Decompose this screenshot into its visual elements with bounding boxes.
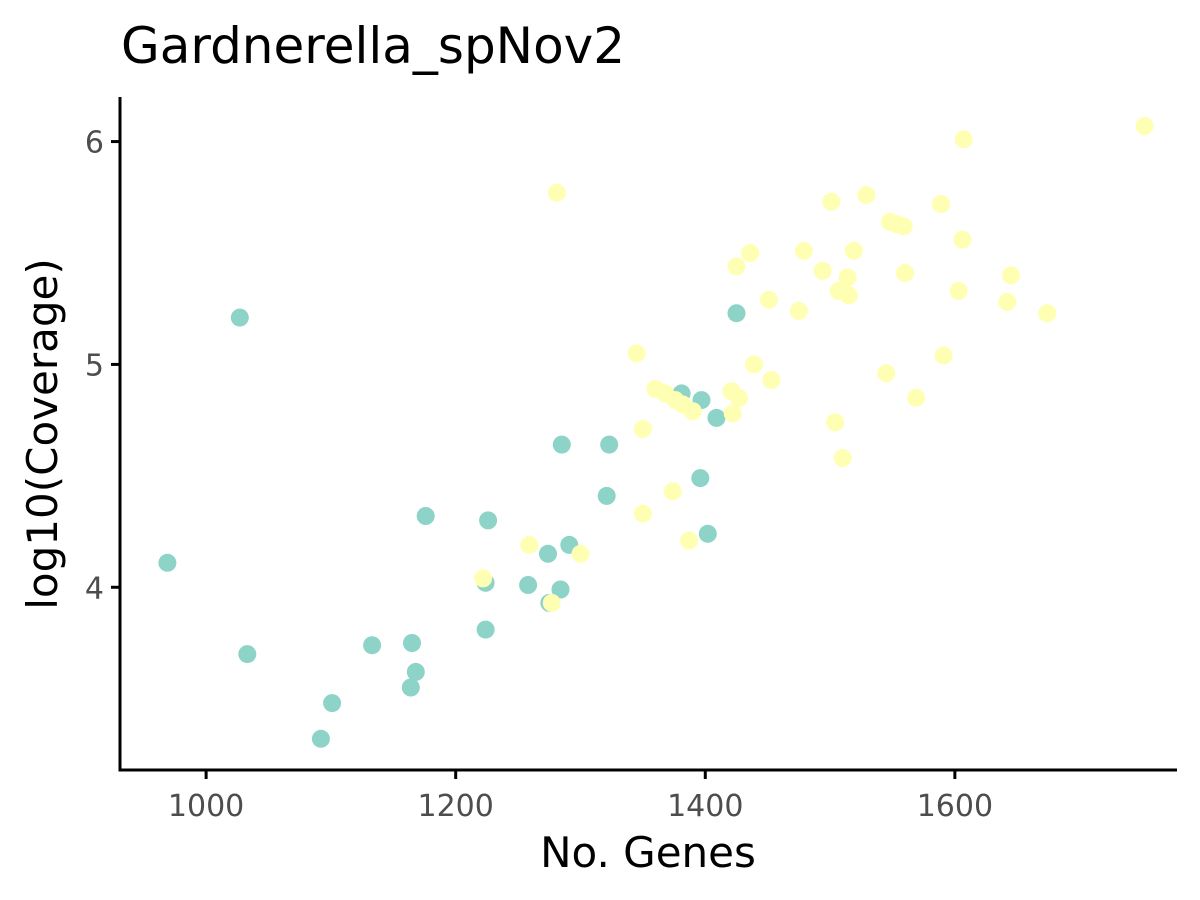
x-axis-title: No. Genes: [540, 828, 756, 877]
data-point-group-2: [839, 286, 858, 305]
data-point-group-2: [759, 290, 778, 309]
y-tick-label: 4: [85, 571, 104, 606]
data-point-group-2: [571, 544, 590, 563]
data-point-group-2: [723, 404, 742, 423]
y-tick-label: 6: [85, 126, 104, 161]
data-point-group-1: [476, 620, 495, 639]
data-point-group-2: [794, 241, 813, 260]
x-tick-label: 1000: [168, 789, 244, 824]
data-point-group-2: [822, 192, 841, 211]
data-point-group-1: [323, 694, 342, 713]
data-point-group-1: [416, 507, 435, 525]
data-point-group-2: [838, 268, 857, 287]
data-point-group-2: [627, 344, 646, 363]
data-point-group-2: [745, 355, 763, 374]
data-point-group-2: [520, 535, 539, 554]
data-point-group-2: [727, 257, 746, 276]
data-point-group-1: [519, 576, 538, 594]
data-point-group-2: [907, 388, 926, 407]
data-point-group-1: [158, 553, 177, 572]
data-point-group-1: [311, 729, 330, 748]
y-axis-title: log10(Coverage): [18, 258, 67, 609]
data-point-group-2: [877, 364, 896, 383]
data-point-group-2: [813, 261, 832, 280]
chart-title: Gardnerella_spNov2: [121, 17, 625, 75]
data-point-group-1: [551, 580, 570, 599]
data-point-group-2: [954, 130, 973, 149]
data-point-group-2: [663, 482, 682, 501]
data-point-group-2: [633, 420, 652, 438]
data-point-group-1: [552, 435, 571, 454]
points-layer: [158, 117, 1154, 748]
data-point-group-1: [230, 308, 249, 327]
data-point-group-2: [474, 569, 493, 588]
data-point-group-1: [403, 634, 421, 652]
data-point-group-2: [932, 195, 951, 213]
data-point-group-2: [741, 244, 760, 262]
x-tick-label: 1200: [418, 789, 494, 824]
data-point-group-2: [998, 293, 1017, 311]
data-point-group-1: [600, 435, 619, 454]
data-point-group-2: [857, 186, 876, 205]
data-point-group-2: [680, 531, 699, 550]
y-tick-label: 5: [85, 348, 104, 383]
data-point-group-2: [730, 388, 748, 407]
data-point-group-2: [762, 371, 781, 389]
data-point-group-2: [683, 402, 702, 421]
data-point-group-2: [844, 241, 863, 260]
data-point-group-1: [727, 304, 746, 323]
data-point-group-2: [547, 183, 566, 202]
ticks-layer: 1000 1200 1400 1600 4 5 6: [85, 126, 993, 824]
x-tick-label: 1400: [667, 789, 743, 824]
data-point-group-1: [691, 469, 710, 488]
data-point-group-1: [238, 645, 257, 664]
data-point-group-2: [789, 301, 808, 320]
data-point-group-2: [949, 281, 968, 300]
data-point-group-2: [934, 346, 953, 365]
data-point-group-2: [833, 449, 852, 467]
data-point-group-2: [633, 504, 652, 523]
data-point-group-2: [542, 593, 561, 612]
x-tick-label: 1600: [917, 789, 993, 824]
data-point-group-1: [406, 662, 425, 681]
data-point-group-1: [707, 408, 726, 427]
data-point-group-1: [479, 511, 498, 530]
data-point-group-2: [1038, 304, 1057, 323]
data-point-group-2: [826, 413, 845, 432]
data-point-group-1: [698, 524, 717, 543]
data-point-group-2: [1135, 117, 1154, 135]
data-point-group-2: [1002, 266, 1020, 285]
data-point-group-1: [363, 636, 382, 655]
data-point-group-2: [953, 230, 972, 249]
data-point-group-2: [894, 217, 913, 236]
data-point-group-1: [597, 486, 616, 505]
data-point-group-2: [896, 264, 914, 282]
data-point-group-1: [401, 678, 420, 697]
data-point-group-1: [539, 544, 557, 563]
